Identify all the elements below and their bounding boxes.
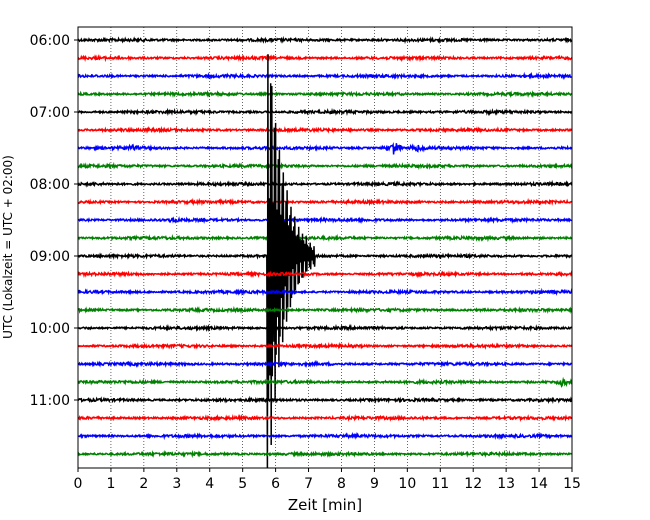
plot-background: [78, 27, 572, 468]
x-tick-label: 8: [337, 476, 346, 492]
y-tick-label: 07:00: [30, 105, 70, 121]
y-tick-label: 08:00: [30, 177, 70, 193]
x-tick-label: 5: [238, 476, 247, 492]
trace-line: [78, 179, 572, 188]
trace-line: [78, 359, 572, 368]
trace-line: [78, 395, 572, 405]
trace-line: [78, 107, 572, 117]
y-axis-label: UTC (Lokalzeit = UTC + 02:00): [1, 155, 15, 339]
trace-group: [78, 35, 572, 468]
x-axis-label: Zeit [min]: [288, 496, 362, 514]
trace-line: [78, 216, 572, 225]
trace-line: [78, 161, 572, 170]
trace-line: [78, 449, 572, 459]
trace-line: [78, 305, 572, 315]
trace-line: [78, 287, 572, 297]
trace-line: [78, 269, 572, 279]
trace-line: [78, 71, 572, 81]
x-tick-label: 9: [370, 476, 379, 492]
x-tick-label: 6: [271, 476, 280, 492]
trace-line: [78, 323, 572, 333]
trace-line: [78, 89, 572, 99]
y-tick-label: 11:00: [30, 393, 70, 409]
x-tick-label: 10: [398, 476, 416, 492]
trace-line: [78, 233, 572, 243]
trace-line: [78, 376, 572, 388]
x-axis: 0 1 2 3 4 5 6 7 8 9 10 11 12 13 14 15: [74, 468, 581, 492]
trace-line: [78, 125, 572, 134]
plot-frame: [77, 26, 573, 469]
trace-line: [78, 35, 572, 45]
y-tick-label: 06:00: [30, 33, 70, 49]
trace-line: [78, 53, 572, 63]
y-axis: 06:00 07:00 08:00 09:00 10:00 11:00: [30, 33, 78, 409]
x-tick-label: 14: [530, 476, 548, 492]
trace-line: [78, 54, 572, 468]
trace-line: [78, 413, 572, 423]
x-tick-label: 12: [464, 476, 482, 492]
x-tick-label: 15: [563, 476, 581, 492]
trace-line: [78, 431, 572, 441]
x-tick-label: 7: [304, 476, 313, 492]
y-tick-label: 10:00: [30, 321, 70, 337]
trace-line: [78, 142, 572, 155]
x-tick-label: 1: [106, 476, 115, 492]
x-tick-label: 2: [139, 476, 148, 492]
x-tick-label: 3: [172, 476, 181, 492]
trace-line: [78, 197, 572, 207]
x-tick-label: 13: [497, 476, 515, 492]
x-tick-label: 11: [431, 476, 449, 492]
x-tick-label: 0: [74, 476, 83, 492]
y-tick-label: 09:00: [30, 249, 70, 265]
trace-line: [78, 341, 572, 350]
x-tick-label: 4: [205, 476, 214, 492]
